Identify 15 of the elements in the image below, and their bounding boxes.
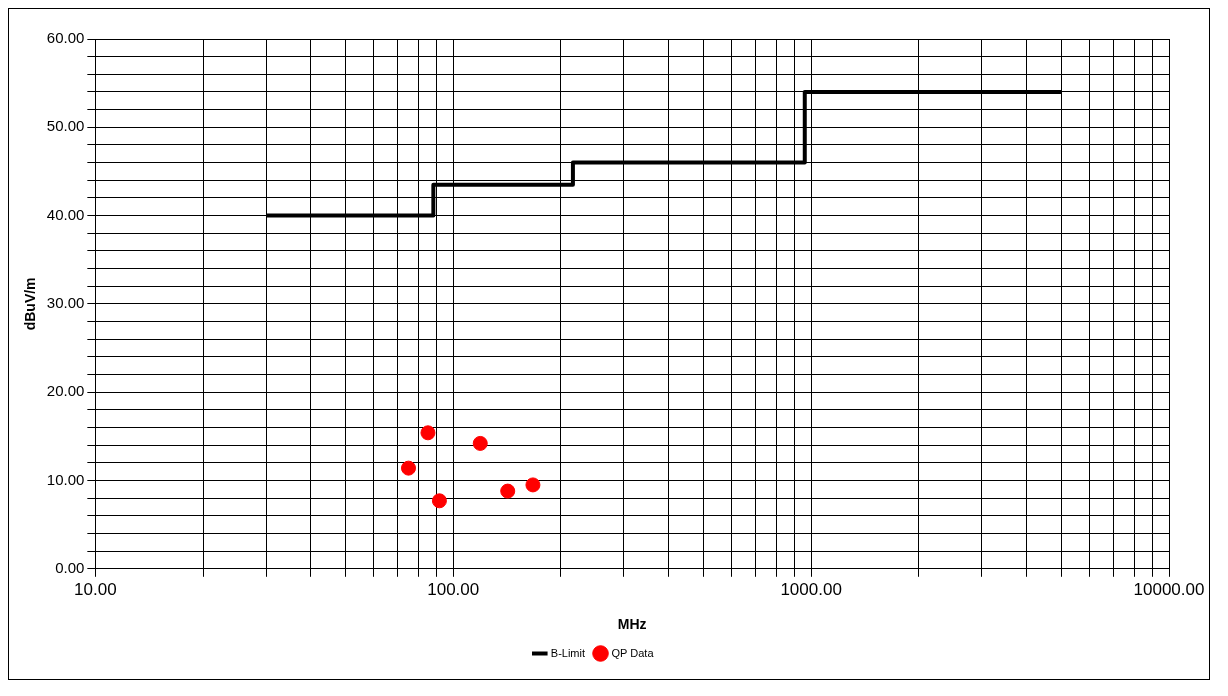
x-tick-label: 10.00: [74, 579, 117, 599]
y-axis-title: dBuV/m: [22, 277, 39, 331]
y-tick-label: 30.00: [46, 294, 85, 312]
legend-label: B-Limit: [550, 646, 586, 659]
x-tick-label: 100.00: [427, 579, 480, 599]
y-tick-label: 50.00: [46, 117, 85, 135]
x-tick-label: 1000.00: [780, 579, 842, 599]
y-tick-label: 0.00: [55, 558, 85, 576]
y-tick-label: 60.00: [46, 29, 85, 47]
x-axis-title: MHz: [617, 616, 647, 633]
y-tick-label: 20.00: [46, 382, 85, 400]
legend-label: QP Data: [611, 646, 655, 659]
x-tick-label: 10000.00: [1133, 579, 1205, 599]
y-tick-label: 10.00: [46, 470, 85, 488]
y-tick-label: 40.00: [46, 205, 85, 223]
